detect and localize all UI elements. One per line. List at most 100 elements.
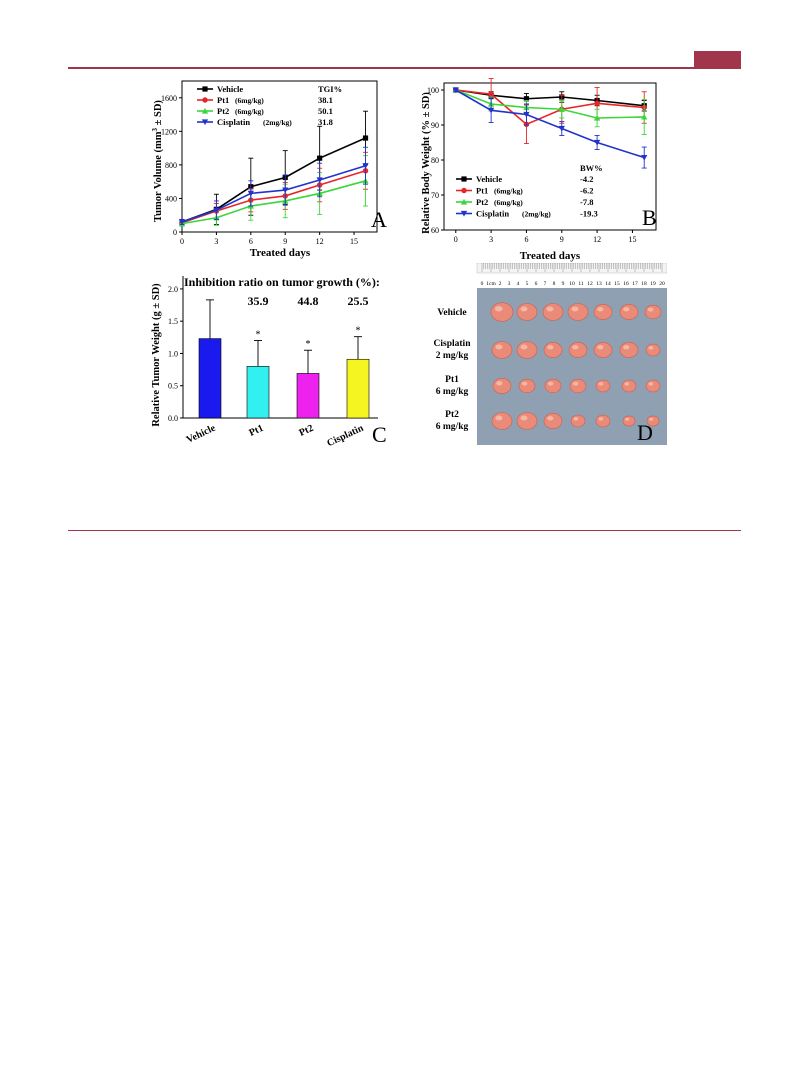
panel-b-data-point — [488, 91, 494, 97]
panel-b-legend-dose: (6mg/kg) — [494, 198, 523, 207]
tumor — [645, 343, 661, 357]
panel-a-legend-dose: (6mg/kg) — [235, 96, 264, 105]
panel-b-legend-marker — [461, 187, 467, 194]
tumor-highlight — [521, 381, 528, 386]
panel-c-bar — [198, 338, 222, 419]
tumor — [569, 378, 587, 394]
tumor — [622, 415, 636, 427]
panel-c-ylabel: Relative Tumor Weight (g ± SD) — [151, 283, 162, 427]
tumor — [518, 378, 536, 394]
panel-b-series-line — [455, 89, 645, 126]
panel-a-legend-marker — [201, 119, 209, 126]
panel-c-category-label: Vehicle — [185, 423, 218, 446]
tumor — [543, 413, 563, 429]
panel-a-xlabel: Treated days — [250, 247, 311, 259]
panel-a-series — [178, 110, 369, 227]
panel-b: Relative Body Weight (% ± SD) Treated da… — [421, 77, 657, 262]
panel-b-legend-name: Vehicle — [476, 174, 502, 184]
panel-a-xtick-label: 3 — [214, 237, 218, 246]
panel-b-legend-name: Cisplatin — [476, 209, 509, 219]
panel-b-legend-name: Pt1 — [476, 186, 488, 196]
tumor-highlight — [496, 381, 503, 386]
panel-b-ytick-label: 100 — [427, 86, 439, 95]
panel-a-series-line — [181, 180, 366, 225]
tumor — [491, 341, 513, 359]
panel-a-series-line — [181, 164, 366, 223]
panel-c-bar — [296, 373, 320, 419]
ruler-label: 20 — [659, 281, 665, 287]
tumor-highlight — [623, 307, 630, 312]
panel-c-significance-star: * — [356, 326, 361, 337]
panel-a-xtick-label: 6 — [249, 237, 253, 246]
panel-c-ytick-label: 1.5 — [168, 317, 178, 326]
panel-a-ylabel: Tumor Volume (mm3 ± SD) — [151, 100, 164, 222]
panel-a-data-point — [316, 177, 323, 184]
row-label-dose: 2 mg/kg — [436, 351, 469, 361]
header-rule — [68, 67, 741, 69]
panel-b-legend-marker — [461, 176, 467, 182]
tumor-highlight — [647, 307, 654, 312]
tumor-highlight — [520, 344, 528, 350]
row-label-name: Cisplatin — [434, 339, 472, 349]
tumor — [593, 342, 613, 358]
panel-a-legend-marker — [202, 86, 208, 92]
tumor — [491, 412, 513, 430]
ruler-label: 0 — [481, 281, 484, 287]
panel-c-significance-star: * — [256, 330, 261, 341]
row-label-name: Vehicle — [437, 308, 466, 318]
panel-b-data-point — [593, 139, 601, 146]
tumor — [645, 379, 661, 393]
panel-a-xtick-label: 9 — [283, 237, 287, 246]
row-labels: Vehicle Cisplatin 2 mg/kg Pt1 6 mg/kg Pt2 6 mg… — [434, 308, 472, 432]
panel-b-legend-value: -19.3 — [580, 209, 598, 219]
tumor — [544, 378, 562, 394]
panel-b-data-point — [593, 114, 601, 121]
tumor-highlight — [520, 415, 528, 421]
panel-c-category-label: Pt2 — [298, 423, 316, 439]
panel-b-data-point — [523, 96, 530, 102]
panel-a-xtick-label: 0 — [180, 237, 184, 246]
panel-a-ytick-label: 1600 — [161, 94, 177, 103]
panel-b-letter: B — [642, 205, 657, 230]
tumor-highlight — [571, 306, 579, 312]
panel-b-ytick-label: 80 — [431, 156, 439, 165]
tumor-highlight — [597, 307, 604, 312]
tumor — [567, 303, 589, 321]
panel-b-data-point — [641, 113, 648, 120]
panel-a-legend-name: Vehicle — [217, 84, 243, 94]
panel-b-legend-dose: (2mg/kg) — [522, 210, 551, 219]
panel-c-letter: C — [372, 422, 387, 447]
panel-a-xtick-label: 15 — [350, 237, 358, 246]
panel-b-xtick-label: 6 — [524, 235, 528, 244]
panel-b-legend-box — [452, 160, 600, 218]
tumor — [593, 304, 613, 320]
panel-c-significance-star: * — [306, 339, 311, 350]
panel-c-title: Inhibition ratio on tumor growth (%): — [184, 275, 380, 289]
tumor-highlight — [494, 305, 503, 312]
tumor-highlight — [598, 417, 604, 421]
ruler-label: 9 — [562, 281, 565, 287]
tumor — [621, 379, 637, 393]
ruler-label: 12 — [587, 281, 593, 287]
tumor-highlight — [623, 345, 630, 350]
panel-b-legend-dose: (6mg/kg) — [494, 187, 523, 196]
panel-a-legend-value: 31.8 — [318, 117, 333, 127]
tumor-highlight — [648, 346, 654, 350]
panel-a-data-point — [362, 135, 369, 141]
panel-b-xtick-label: 0 — [454, 235, 458, 244]
panel-c-ratio-value: 35.9 — [248, 294, 269, 308]
panel-b-ytick-label: 60 — [431, 226, 439, 235]
panel-a-xtick-label: 12 — [316, 237, 324, 246]
tumor — [543, 342, 563, 358]
panel-a-series-line — [181, 169, 366, 224]
tumor — [570, 414, 586, 428]
ruler-label: 3 — [508, 281, 511, 287]
panel-c-category-label: Pt1 — [248, 423, 266, 439]
panel-b-legend-header: BW% — [580, 163, 603, 173]
panel-b-ytick-label: 70 — [431, 191, 439, 200]
panel-b-legend-marker — [460, 210, 468, 217]
panel-a-ytick-label: 1200 — [161, 127, 177, 136]
figure: Tumor Volume (mm3 ± SD) Treated days A T… — [140, 77, 670, 450]
panel-c-ytick-label: 0.0 — [168, 414, 178, 423]
ruler-label: 16 — [623, 281, 629, 287]
